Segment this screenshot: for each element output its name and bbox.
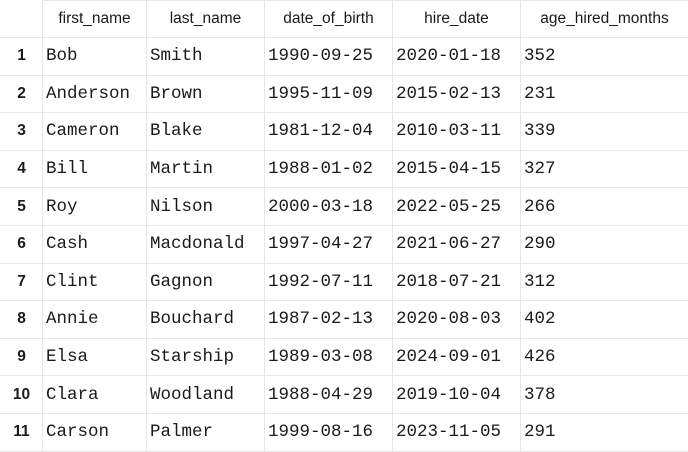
cell-last-name[interactable]: Palmer <box>147 413 265 451</box>
table-row[interactable]: 7 Clint Gagnon 1992-07-11 2018-07-21 312 <box>1 263 688 301</box>
row-index[interactable]: 7 <box>1 263 43 301</box>
table-body: 1 Bob Smith 1990-09-25 2020-01-18 352 2 … <box>1 38 688 452</box>
cell-first-name[interactable]: Clara <box>43 376 147 414</box>
row-index[interactable]: 5 <box>1 188 43 226</box>
table-row[interactable]: 5 Roy Nilson 2000-03-18 2022-05-25 266 <box>1 188 688 226</box>
table-row[interactable]: 11 Carson Palmer 1999-08-16 2023-11-05 2… <box>1 413 688 451</box>
table-row[interactable]: 6 Cash Macdonald 1997-04-27 2021-06-27 2… <box>1 225 688 263</box>
cell-age-hired-months[interactable]: 339 <box>521 113 688 151</box>
cell-last-name[interactable]: Macdonald <box>147 225 265 263</box>
cell-date-of-birth[interactable]: 1992-07-11 <box>265 263 393 301</box>
cell-hire-date[interactable]: 2021-06-27 <box>393 225 521 263</box>
cell-date-of-birth[interactable]: 1987-02-13 <box>265 301 393 339</box>
cell-last-name[interactable]: Bouchard <box>147 301 265 339</box>
cell-hire-date[interactable]: 2023-11-05 <box>393 413 521 451</box>
cell-first-name[interactable]: Cameron <box>43 113 147 151</box>
cell-first-name[interactable]: Bob <box>43 38 147 76</box>
cell-age-hired-months[interactable]: 327 <box>521 150 688 188</box>
cell-date-of-birth[interactable]: 1999-08-16 <box>265 413 393 451</box>
cell-first-name[interactable]: Clint <box>43 263 147 301</box>
table-row[interactable]: 1 Bob Smith 1990-09-25 2020-01-18 352 <box>1 38 688 76</box>
table-row[interactable]: 10 Clara Woodland 1988-04-29 2019-10-04 … <box>1 376 688 414</box>
row-index[interactable]: 2 <box>1 75 43 113</box>
cell-last-name[interactable]: Woodland <box>147 376 265 414</box>
cell-first-name[interactable]: Cash <box>43 225 147 263</box>
column-header[interactable]: date_of_birth <box>265 1 393 38</box>
cell-first-name[interactable]: Annie <box>43 301 147 339</box>
cell-first-name[interactable]: Roy <box>43 188 147 226</box>
table-row[interactable]: 2 Anderson Brown 1995-11-09 2015-02-13 2… <box>1 75 688 113</box>
cell-age-hired-months[interactable]: 312 <box>521 263 688 301</box>
cell-hire-date[interactable]: 2020-01-18 <box>393 38 521 76</box>
cell-last-name[interactable]: Nilson <box>147 188 265 226</box>
cell-date-of-birth[interactable]: 1990-09-25 <box>265 38 393 76</box>
cell-date-of-birth[interactable]: 1981-12-04 <box>265 113 393 151</box>
row-index[interactable]: 1 <box>1 38 43 76</box>
cell-first-name[interactable]: Elsa <box>43 338 147 376</box>
row-index[interactable]: 4 <box>1 150 43 188</box>
cell-last-name[interactable]: Smith <box>147 38 265 76</box>
cell-date-of-birth[interactable]: 1989-03-08 <box>265 338 393 376</box>
table-row[interactable]: 9 Elsa Starship 1989-03-08 2024-09-01 42… <box>1 338 688 376</box>
row-index[interactable]: 8 <box>1 301 43 339</box>
table-row[interactable]: 3 Cameron Blake 1981-12-04 2010-03-11 33… <box>1 113 688 151</box>
cell-age-hired-months[interactable]: 378 <box>521 376 688 414</box>
cell-hire-date[interactable]: 2010-03-11 <box>393 113 521 151</box>
cell-date-of-birth[interactable]: 1997-04-27 <box>265 225 393 263</box>
cell-age-hired-months[interactable]: 266 <box>521 188 688 226</box>
cell-hire-date[interactable]: 2019-10-04 <box>393 376 521 414</box>
cell-age-hired-months[interactable]: 352 <box>521 38 688 76</box>
cell-date-of-birth[interactable]: 1995-11-09 <box>265 75 393 113</box>
cell-last-name[interactable]: Blake <box>147 113 265 151</box>
cell-age-hired-months[interactable]: 231 <box>521 75 688 113</box>
table-row[interactable]: 4 Bill Martin 1988-01-02 2015-04-15 327 <box>1 150 688 188</box>
cell-hire-date[interactable]: 2022-05-25 <box>393 188 521 226</box>
cell-hire-date[interactable]: 2020-08-03 <box>393 301 521 339</box>
row-index[interactable]: 9 <box>1 338 43 376</box>
row-index[interactable]: 6 <box>1 225 43 263</box>
cell-last-name[interactable]: Brown <box>147 75 265 113</box>
cell-last-name[interactable]: Gagnon <box>147 263 265 301</box>
cell-age-hired-months[interactable]: 291 <box>521 413 688 451</box>
cell-first-name[interactable]: Bill <box>43 150 147 188</box>
column-header[interactable]: hire_date <box>393 1 521 38</box>
row-index[interactable]: 11 <box>1 413 43 451</box>
cell-first-name[interactable]: Anderson <box>43 75 147 113</box>
cell-date-of-birth[interactable]: 2000-03-18 <box>265 188 393 226</box>
column-header[interactable]: age_hired_months <box>521 1 688 38</box>
header-row: first_name last_name date_of_birth hire_… <box>1 1 688 38</box>
cell-age-hired-months[interactable]: 290 <box>521 225 688 263</box>
cell-last-name[interactable]: Martin <box>147 150 265 188</box>
cell-hire-date[interactable]: 2018-07-21 <box>393 263 521 301</box>
cell-last-name[interactable]: Starship <box>147 338 265 376</box>
row-index[interactable]: 10 <box>1 376 43 414</box>
row-index[interactable]: 3 <box>1 113 43 151</box>
cell-hire-date[interactable]: 2015-02-13 <box>393 75 521 113</box>
column-header[interactable]: first_name <box>43 1 147 38</box>
cell-hire-date[interactable]: 2015-04-15 <box>393 150 521 188</box>
column-header[interactable]: last_name <box>147 1 265 38</box>
cell-hire-date[interactable]: 2024-09-01 <box>393 338 521 376</box>
cell-age-hired-months[interactable]: 426 <box>521 338 688 376</box>
cell-date-of-birth[interactable]: 1988-01-02 <box>265 150 393 188</box>
cell-first-name[interactable]: Carson <box>43 413 147 451</box>
cell-age-hired-months[interactable]: 402 <box>521 301 688 339</box>
row-index-header <box>1 1 43 38</box>
cell-date-of-birth[interactable]: 1988-04-29 <box>265 376 393 414</box>
table-row[interactable]: 8 Annie Bouchard 1987-02-13 2020-08-03 4… <box>1 301 688 339</box>
